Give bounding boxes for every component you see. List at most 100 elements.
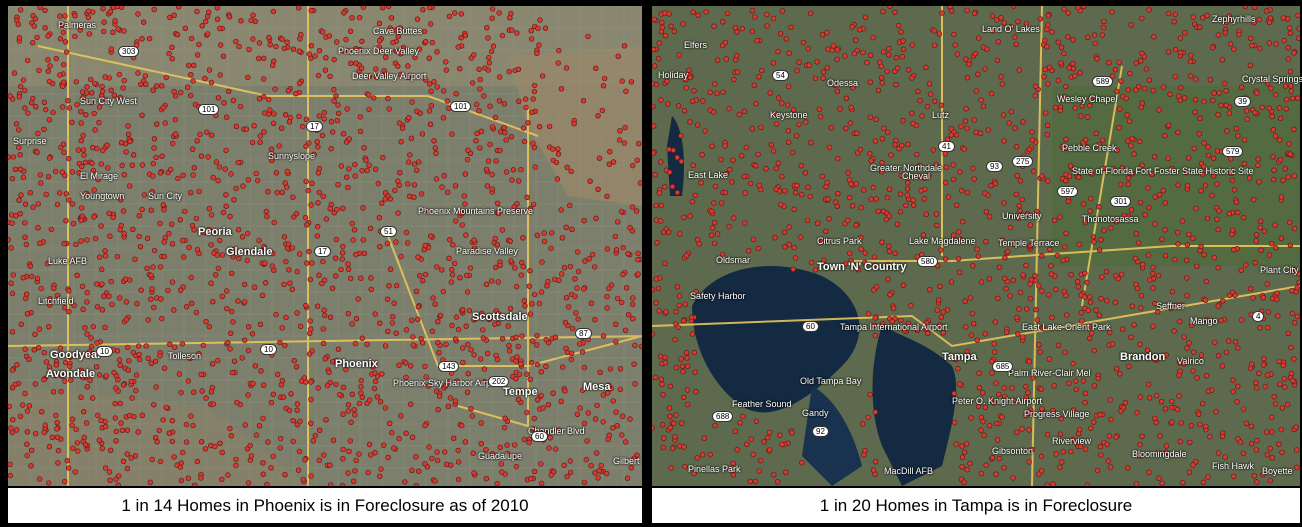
foreclosure-marker[interactable]	[480, 335, 486, 341]
foreclosure-marker[interactable]	[521, 436, 527, 443]
foreclosure-marker[interactable]	[270, 120, 277, 127]
foreclosure-marker[interactable]	[1162, 132, 1168, 139]
foreclosure-marker[interactable]	[957, 381, 963, 387]
foreclosure-marker[interactable]	[692, 369, 698, 375]
foreclosure-marker[interactable]	[308, 473, 314, 479]
foreclosure-marker[interactable]	[622, 327, 629, 333]
foreclosure-marker[interactable]	[193, 215, 200, 222]
foreclosure-marker[interactable]	[159, 83, 165, 89]
foreclosure-marker[interactable]	[38, 180, 44, 186]
foreclosure-marker[interactable]	[943, 164, 949, 170]
foreclosure-marker[interactable]	[269, 263, 275, 269]
foreclosure-marker[interactable]	[372, 378, 379, 384]
foreclosure-marker[interactable]	[254, 177, 261, 184]
foreclosure-marker[interactable]	[1049, 29, 1055, 35]
foreclosure-marker[interactable]	[679, 363, 686, 369]
foreclosure-marker[interactable]	[1246, 175, 1253, 181]
foreclosure-marker[interactable]	[656, 40, 662, 46]
foreclosure-marker[interactable]	[441, 88, 447, 94]
foreclosure-marker[interactable]	[1084, 482, 1091, 486]
foreclosure-marker[interactable]	[900, 38, 906, 44]
foreclosure-marker[interactable]	[84, 384, 91, 390]
foreclosure-marker[interactable]	[759, 67, 765, 74]
foreclosure-marker[interactable]	[600, 419, 606, 425]
foreclosure-marker[interactable]	[406, 159, 412, 165]
foreclosure-marker[interactable]	[749, 7, 756, 14]
foreclosure-marker[interactable]	[1155, 309, 1161, 315]
foreclosure-marker[interactable]	[970, 321, 977, 327]
foreclosure-marker[interactable]	[923, 64, 929, 70]
foreclosure-marker[interactable]	[426, 444, 432, 450]
foreclosure-marker[interactable]	[824, 29, 830, 36]
foreclosure-marker[interactable]	[312, 432, 318, 439]
foreclosure-marker[interactable]	[966, 61, 972, 67]
foreclosure-marker[interactable]	[867, 150, 873, 157]
foreclosure-marker[interactable]	[288, 391, 294, 397]
foreclosure-marker[interactable]	[471, 237, 477, 243]
foreclosure-marker[interactable]	[340, 456, 346, 462]
foreclosure-marker[interactable]	[355, 296, 361, 302]
foreclosure-marker[interactable]	[73, 79, 80, 85]
foreclosure-marker[interactable]	[120, 208, 127, 214]
foreclosure-marker[interactable]	[684, 363, 691, 369]
foreclosure-marker[interactable]	[1004, 329, 1010, 335]
foreclosure-marker[interactable]	[83, 420, 90, 426]
foreclosure-marker[interactable]	[531, 82, 538, 89]
foreclosure-marker[interactable]	[428, 102, 434, 109]
foreclosure-marker[interactable]	[995, 295, 1001, 301]
foreclosure-marker[interactable]	[1114, 88, 1120, 95]
foreclosure-marker[interactable]	[879, 136, 886, 142]
foreclosure-marker[interactable]	[271, 152, 277, 159]
foreclosure-marker[interactable]	[668, 23, 674, 29]
foreclosure-marker[interactable]	[574, 285, 580, 291]
foreclosure-marker[interactable]	[361, 250, 368, 257]
foreclosure-marker[interactable]	[982, 331, 988, 337]
foreclosure-marker[interactable]	[293, 90, 299, 97]
foreclosure-marker[interactable]	[296, 48, 302, 54]
foreclosure-marker[interactable]	[791, 206, 797, 213]
foreclosure-marker[interactable]	[1281, 376, 1288, 382]
foreclosure-marker[interactable]	[334, 39, 340, 45]
foreclosure-marker[interactable]	[256, 40, 263, 46]
foreclosure-marker[interactable]	[1256, 179, 1262, 185]
foreclosure-marker[interactable]	[395, 178, 401, 184]
foreclosure-marker[interactable]	[1172, 256, 1178, 263]
foreclosure-marker[interactable]	[1094, 56, 1100, 62]
foreclosure-marker[interactable]	[933, 211, 940, 217]
foreclosure-marker[interactable]	[1107, 329, 1113, 336]
foreclosure-marker[interactable]	[538, 392, 544, 399]
foreclosure-marker[interactable]	[849, 24, 855, 30]
foreclosure-marker[interactable]	[880, 49, 887, 55]
foreclosure-marker[interactable]	[1205, 474, 1211, 480]
foreclosure-marker[interactable]	[54, 201, 61, 208]
foreclosure-marker[interactable]	[872, 315, 878, 321]
foreclosure-marker[interactable]	[1023, 383, 1029, 390]
foreclosure-marker[interactable]	[1062, 145, 1069, 152]
foreclosure-marker[interactable]	[364, 341, 370, 347]
foreclosure-marker[interactable]	[260, 460, 266, 466]
foreclosure-marker[interactable]	[54, 426, 60, 432]
foreclosure-marker[interactable]	[666, 11, 672, 17]
foreclosure-marker[interactable]	[107, 447, 114, 453]
foreclosure-marker[interactable]	[536, 300, 543, 307]
foreclosure-marker[interactable]	[612, 233, 619, 240]
foreclosure-marker[interactable]	[1214, 216, 1220, 222]
foreclosure-marker[interactable]	[1159, 236, 1165, 242]
foreclosure-marker[interactable]	[157, 264, 164, 270]
foreclosure-marker[interactable]	[1087, 335, 1093, 341]
foreclosure-marker[interactable]	[847, 250, 853, 257]
foreclosure-marker[interactable]	[496, 98, 503, 104]
foreclosure-marker[interactable]	[357, 114, 363, 120]
foreclosure-marker[interactable]	[961, 449, 968, 455]
foreclosure-marker[interactable]	[346, 448, 352, 454]
foreclosure-marker[interactable]	[489, 171, 495, 178]
foreclosure-marker[interactable]	[41, 126, 47, 133]
foreclosure-marker[interactable]	[592, 416, 599, 422]
foreclosure-marker[interactable]	[465, 371, 471, 377]
foreclosure-marker[interactable]	[606, 285, 612, 291]
foreclosure-marker[interactable]	[606, 161, 612, 167]
foreclosure-marker[interactable]	[989, 13, 996, 19]
foreclosure-marker[interactable]	[1138, 58, 1144, 64]
foreclosure-marker[interactable]	[1079, 103, 1085, 109]
foreclosure-marker[interactable]	[1272, 133, 1279, 139]
